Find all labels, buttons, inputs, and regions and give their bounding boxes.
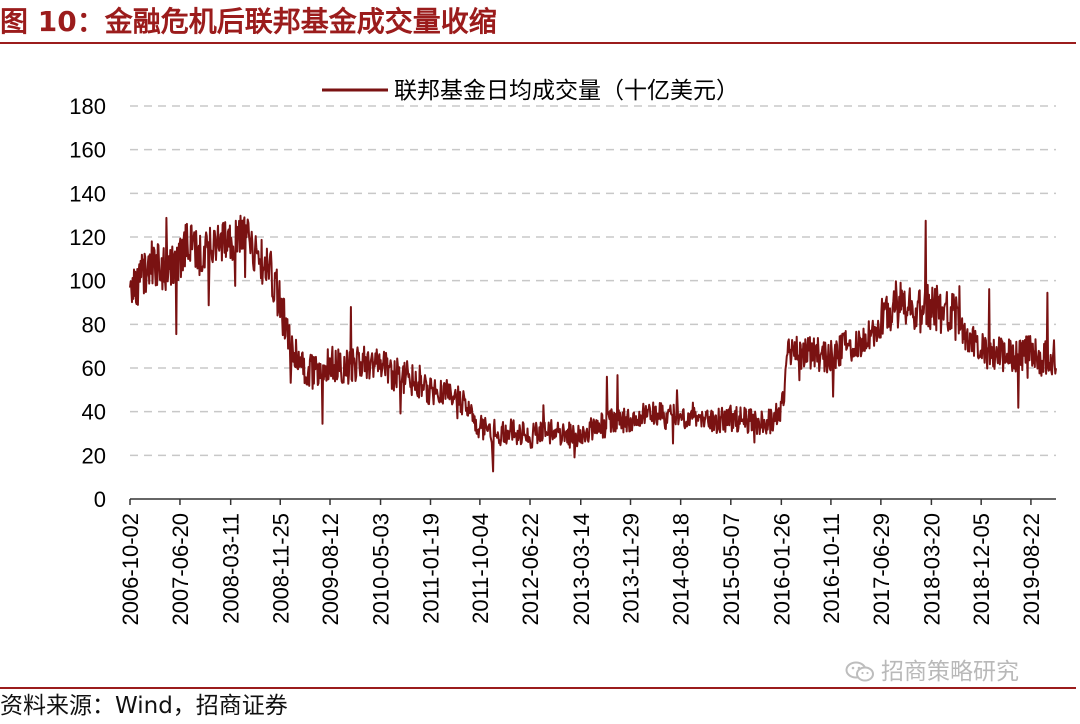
- x-tick-label: 2011-10-04: [468, 513, 493, 624]
- x-tick-label: 2017-06-29: [869, 513, 894, 626]
- y-tick-label: 120: [69, 225, 106, 250]
- watermark: 招商策略研究: [845, 657, 1019, 687]
- y-tick-label: 60: [82, 356, 106, 381]
- x-tick-label: 2008-11-25: [268, 513, 293, 624]
- y-tick-label: 80: [82, 312, 106, 337]
- x-tick-label: 2015-05-07: [719, 513, 744, 626]
- line-chart: 0 20 40 60 80 100 120 140 160 180 2006-10-02 2007-0…: [69, 78, 1057, 626]
- x-tick-label: 2007-06-20: [168, 513, 193, 626]
- y-tick-label: 40: [82, 400, 106, 425]
- series-line: [129, 214, 1057, 473]
- x-tick-label: 2008-03-11: [219, 513, 244, 624]
- source-note: 资料来源：Wind，招商证券: [0, 693, 288, 719]
- x-tick-label: 2010-05-03: [369, 513, 394, 626]
- figure-title: 图 10：金融危机后联邦基金成交量收缩: [0, 5, 497, 38]
- y-tick-label: 140: [69, 181, 106, 206]
- wechat-icon: [845, 661, 874, 682]
- x-tick-label: 2011-01-19: [419, 513, 444, 624]
- y-tick-label: 100: [69, 269, 106, 294]
- watermark-text: 招商策略研究: [881, 659, 1019, 685]
- x-tick-label: 2013-11-29: [619, 513, 644, 624]
- y-tick-label: 180: [69, 94, 106, 119]
- x-tick-label: 2019-08-22: [1019, 513, 1044, 626]
- x-tick-label: 2009-08-12: [318, 513, 343, 626]
- legend-label: 联邦基金日均成交量（十亿美元）: [394, 78, 739, 104]
- title-rule: [0, 42, 1076, 44]
- x-tick-label: 2016-01-26: [769, 513, 794, 626]
- x-tick-label: 2018-12-05: [969, 513, 994, 626]
- x-tick-label: 2016-10-11: [819, 513, 844, 624]
- x-tick-label: 2012-06-22: [518, 513, 543, 626]
- x-tick-label: 2014-08-18: [669, 513, 694, 626]
- footer-rule: [0, 687, 1076, 689]
- y-tick-label: 160: [69, 138, 106, 163]
- y-tick-label: 20: [82, 443, 106, 468]
- x-tick-label: 2018-03-20: [919, 513, 944, 626]
- x-tick-label: 2013-03-14: [569, 513, 594, 626]
- x-tick-label: 2006-10-02: [118, 513, 143, 626]
- y-tick-label: 0: [94, 487, 106, 512]
